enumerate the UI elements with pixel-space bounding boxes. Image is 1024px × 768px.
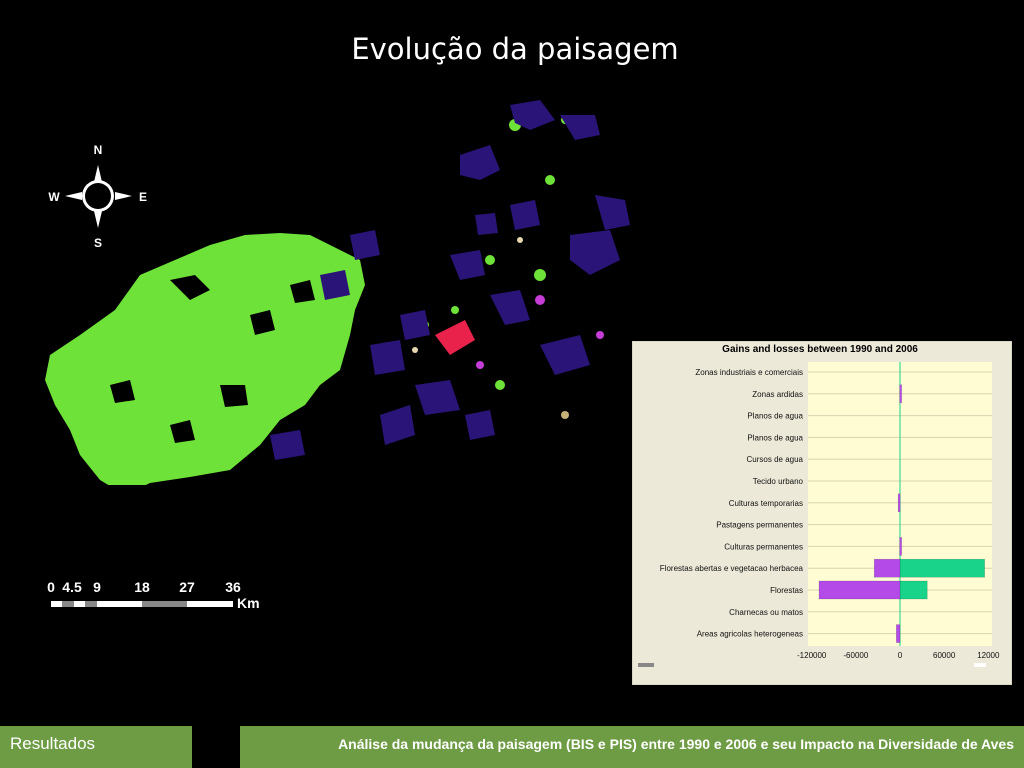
bar-s1-8 — [899, 537, 902, 556]
bar-s0-9 — [899, 558, 985, 578]
scale-tick-1: 4.5 — [62, 579, 82, 595]
caption-text: Análise da mudança da paisagem (BIS e PI… — [338, 736, 1014, 752]
compass-east: E — [139, 190, 147, 204]
category-label-12: Areas agricolas heterogeneas — [697, 630, 803, 639]
compass-north: N — [94, 143, 103, 157]
slide-title: Evolução da paisagem — [351, 32, 679, 66]
compass-rose: N S W E — [48, 143, 147, 250]
gains-losses-chart: Gains and losses between 1990 and 2006 Z… — [632, 341, 1012, 685]
scale-tick-0: 0 — [47, 579, 55, 595]
landscape-map — [45, 100, 630, 485]
category-label-3: Planos de agua — [747, 433, 803, 442]
bar-s1-6 — [897, 493, 901, 513]
x-tick-0: -120000 — [797, 651, 827, 660]
chart-title: Gains and losses between 1990 and 2006 — [722, 344, 918, 355]
scale-tick-5: 36 — [225, 579, 241, 595]
section-banner: Resultados — [0, 726, 192, 768]
scale-unit: Km — [237, 595, 260, 611]
section-label: Resultados — [10, 734, 96, 753]
category-label-9: Florestas abertas e vegetacao herbacea — [660, 564, 804, 573]
bar-s1-10 — [818, 580, 901, 600]
category-label-2: Planos de agua — [747, 412, 803, 421]
bar-s1-12 — [896, 624, 901, 643]
category-label-10: Florestas — [770, 586, 803, 595]
category-label-6: Culturas temporarias — [729, 499, 803, 508]
compass-west: W — [48, 190, 60, 204]
category-label-11: Charnecas ou matos — [729, 608, 803, 617]
category-label-0: Zonas industriais e comerciais — [695, 368, 803, 377]
forest-cover-area — [45, 116, 569, 485]
bar-s1-1 — [899, 384, 902, 404]
bar-s0-10 — [899, 580, 928, 600]
mixed-landcover-patches — [270, 100, 630, 460]
x-tick-4: 12000 — [977, 651, 1000, 660]
x-tick-3: 60000 — [933, 651, 956, 660]
category-label-4: Cursos de agua — [747, 455, 804, 464]
x-tick-2: 0 — [898, 651, 903, 660]
category-label-5: Tecido urbano — [753, 477, 804, 486]
category-label-7: Pastagens permanentes — [716, 521, 803, 530]
scale-tick-2: 9 — [93, 579, 101, 595]
bar-s1-9 — [873, 558, 901, 578]
scale-bar: 0 4.5 9 18 27 36 Km — [47, 579, 260, 611]
category-label-1: Zonas ardidas — [752, 390, 803, 399]
category-label-8: Culturas permanentes — [724, 542, 803, 551]
compass-south: S — [94, 236, 102, 250]
scale-tick-4: 27 — [179, 579, 195, 595]
change-patches — [412, 237, 604, 419]
caption-banner: Análise da mudança da paisagem (BIS e PI… — [240, 726, 1024, 768]
x-tick-1: -60000 — [843, 651, 868, 660]
scale-tick-3: 18 — [134, 579, 150, 595]
